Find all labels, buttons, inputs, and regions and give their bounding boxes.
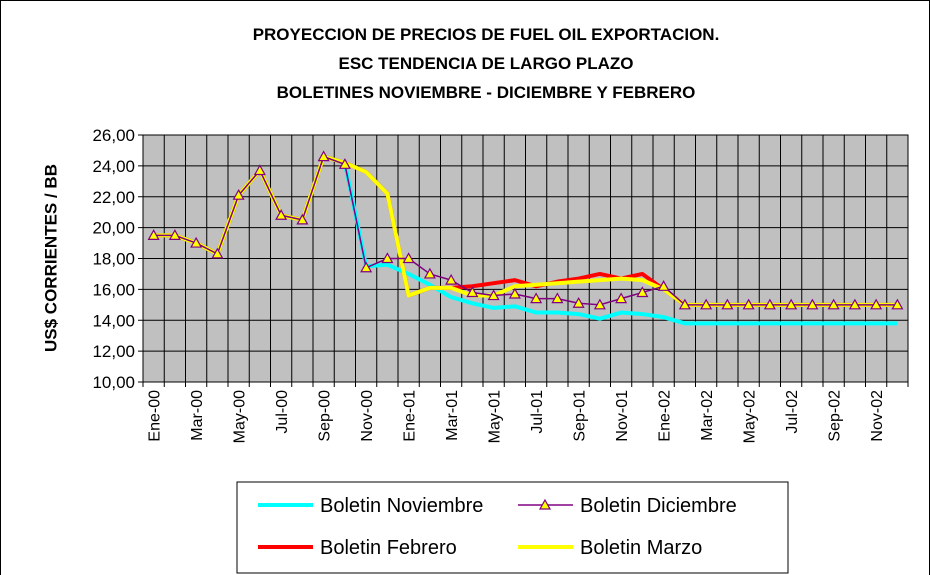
marker	[870, 298, 883, 310]
marker	[466, 286, 479, 298]
marker	[742, 298, 755, 310]
marker	[636, 286, 649, 298]
y-tick-label: 16,00	[92, 280, 135, 299]
marker	[232, 188, 245, 200]
x-tick-label: Sep-00	[317, 390, 334, 442]
marker	[360, 261, 373, 273]
marker	[190, 236, 203, 248]
x-tick-label: Jul-02	[784, 390, 801, 434]
marker	[168, 229, 181, 240]
x-tick-label: Jul-01	[529, 390, 546, 434]
marker	[572, 297, 585, 308]
series-line	[153, 155, 898, 306]
marker	[848, 298, 861, 310]
x-tick-label: Nov-00	[359, 390, 376, 442]
x-tick-label: May-00	[232, 390, 249, 443]
marker	[891, 298, 904, 310]
x-tick-label: Sep-01	[572, 390, 589, 442]
legend-marker	[538, 498, 552, 510]
chart-title: BOLETINES NOVIEMBRE - DICIEMBRE Y FEBRER…	[277, 83, 696, 102]
marker	[423, 267, 436, 279]
x-tick-label: Ene-02	[657, 390, 674, 442]
y-tick-label: 12,00	[92, 342, 135, 361]
marker	[678, 298, 691, 310]
y-tick-label: 18,00	[92, 250, 135, 269]
y-tick-label: 26,00	[92, 126, 135, 145]
marker	[763, 298, 776, 310]
legend	[236, 481, 789, 574]
x-tick-label: Mar-00	[189, 390, 206, 441]
marker	[785, 298, 798, 310]
marker	[275, 209, 288, 220]
marker	[402, 252, 415, 264]
marker	[381, 252, 394, 264]
x-tick-label: Jul-00	[274, 390, 291, 434]
x-tick-label: May-02	[742, 390, 759, 443]
marker	[615, 292, 628, 304]
marker	[508, 287, 521, 299]
marker	[296, 213, 309, 225]
chart-title: PROYECCION DE PRECIOS DE FUEL OIL EXPORT…	[253, 25, 720, 44]
legend-label: Boletin Noviembre	[320, 495, 483, 517]
legend-label: Boletin Marzo	[580, 537, 702, 559]
chart-title: ESC TENDENCIA DE LARGO PLAZO	[339, 54, 634, 73]
x-tick-label: Sep-02	[827, 390, 844, 442]
y-axis-title: US$ CORRIENTES / BB	[41, 164, 60, 352]
x-tick-label: Ene-01	[402, 390, 419, 442]
marker	[700, 298, 713, 310]
marker	[806, 298, 819, 310]
marker	[253, 164, 266, 176]
x-tick-label: May-01	[487, 390, 504, 443]
marker	[551, 292, 564, 304]
marker	[338, 158, 351, 169]
marker	[721, 298, 734, 310]
x-tick-label: Nov-01	[614, 390, 631, 442]
y-tick-label: 10,00	[92, 373, 135, 392]
marker	[827, 298, 840, 310]
marker	[657, 280, 670, 291]
x-tick-label: Mar-01	[444, 390, 461, 441]
x-tick-label: Mar-02	[699, 390, 716, 441]
x-tick-label: Nov-02	[869, 390, 886, 442]
legend-label: Boletin Diciembre	[580, 495, 737, 517]
marker	[487, 289, 500, 301]
marker	[211, 247, 224, 259]
y-tick-label: 14,00	[92, 311, 135, 330]
y-tick-label: 20,00	[92, 219, 135, 238]
marker	[445, 273, 458, 285]
x-tick-label: Ene-00	[147, 390, 164, 442]
y-tick-label: 24,00	[92, 157, 135, 176]
marker	[530, 292, 543, 304]
marker	[147, 229, 160, 240]
legend-label: Boletin Febrero	[320, 537, 457, 559]
y-tick-label: 22,00	[92, 188, 135, 207]
marker	[593, 298, 606, 310]
marker	[317, 150, 330, 162]
